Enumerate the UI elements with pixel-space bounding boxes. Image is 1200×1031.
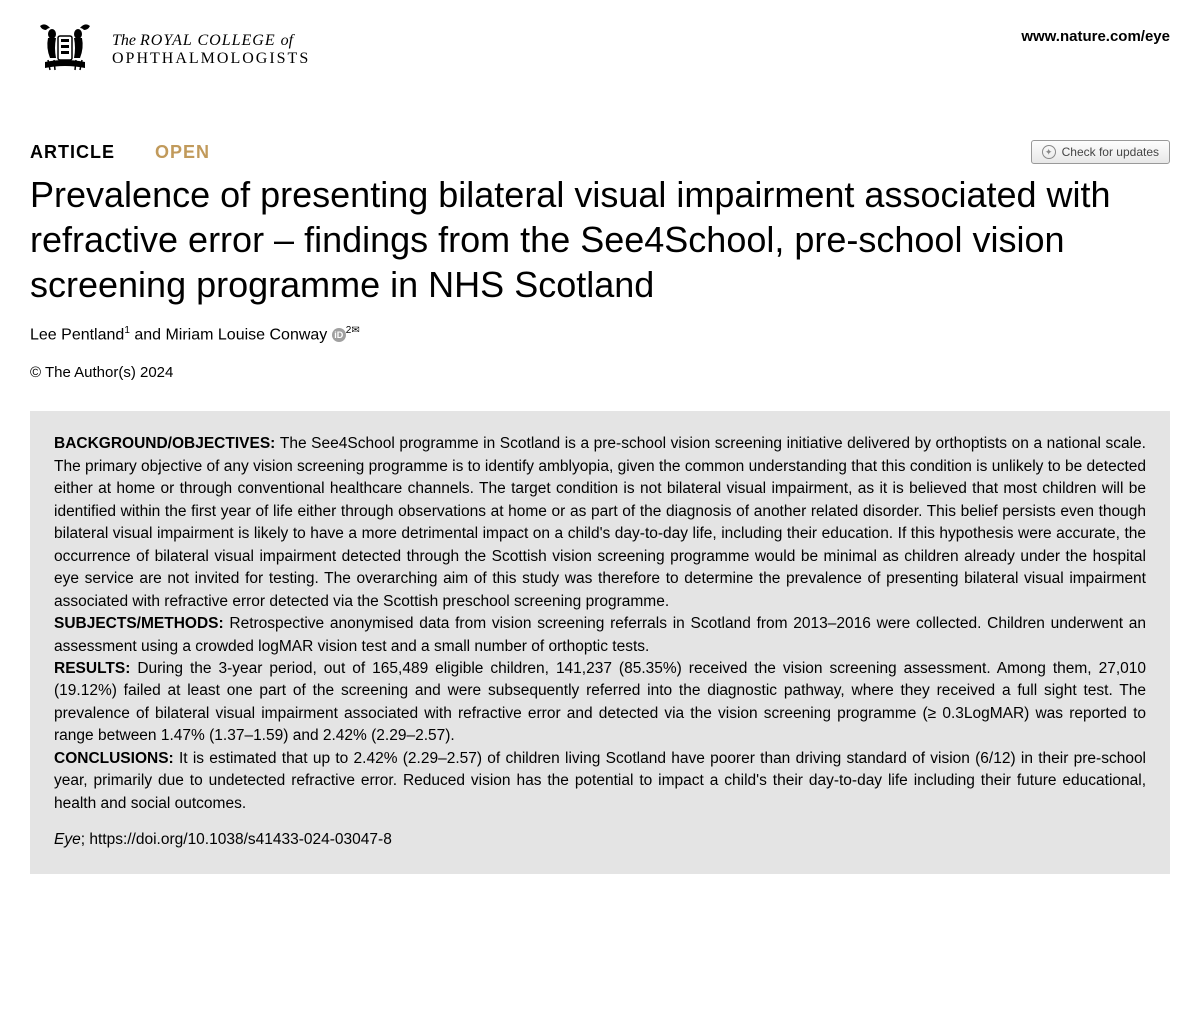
publisher-name: The ROYAL COLLEGE of OPHTHALMOLOGISTS: [112, 32, 310, 67]
author-separator: and: [130, 326, 166, 343]
article-type-label: ARTICLE: [30, 142, 115, 163]
article-title: Prevalence of presenting bilateral visua…: [30, 172, 1170, 307]
crossmark-icon: ✦: [1042, 145, 1056, 159]
open-access-label: OPEN: [155, 142, 210, 163]
abstract-box: BACKGROUND/OBJECTIVES: The See4School pr…: [30, 411, 1170, 873]
citation-line: Eye; https://doi.org/10.1038/s41433-024-…: [54, 829, 1146, 851]
doi-link[interactable]: https://doi.org/10.1038/s41433-024-03047…: [89, 831, 391, 848]
logo-text-line2: OPHTHALMOLOGISTS: [112, 50, 310, 68]
abstract-paragraph: BACKGROUND/OBJECTIVES: The See4School pr…: [54, 433, 1146, 815]
logo-text-main: ROYAL COLLEGE: [140, 32, 281, 49]
corresponding-author-icon[interactable]: ✉: [351, 325, 359, 336]
author-2-name[interactable]: Miriam Louise Conway: [165, 326, 327, 343]
results-text: During the 3-year period, out of 165,489…: [54, 660, 1146, 744]
heraldic-emblem-icon: [30, 20, 100, 80]
page-header: The ROYAL COLLEGE of OPHTHALMOLOGISTS ww…: [30, 20, 1170, 80]
conclusions-label: CONCLUSIONS:: [54, 750, 179, 767]
check-updates-label: Check for updates: [1062, 145, 1159, 159]
logo-text-suffix: of: [281, 32, 293, 49]
author-list: Lee Pentland1 and Miriam Louise Conway i…: [30, 325, 1170, 344]
publisher-logo: The ROYAL COLLEGE of OPHTHALMOLOGISTS: [30, 20, 310, 80]
journal-name: Eye: [54, 831, 81, 848]
background-label: BACKGROUND/OBJECTIVES:: [54, 435, 280, 452]
site-url[interactable]: www.nature.com/eye: [1021, 28, 1170, 45]
results-label: RESULTS:: [54, 660, 137, 677]
copyright-line: © The Author(s) 2024: [30, 364, 1170, 381]
check-updates-button[interactable]: ✦ Check for updates: [1031, 140, 1170, 164]
logo-text-prefix: The: [112, 32, 140, 49]
label-group: ARTICLE OPEN: [30, 142, 210, 163]
article-label-row: ARTICLE OPEN ✦ Check for updates: [30, 140, 1170, 164]
orcid-icon[interactable]: iD: [332, 328, 346, 342]
background-text: The See4School programme in Scotland is …: [54, 435, 1146, 609]
author-1-name[interactable]: Lee Pentland: [30, 326, 124, 343]
conclusions-text: It is estimated that up to 2.42% (2.29–2…: [54, 750, 1146, 812]
subjects-label: SUBJECTS/METHODS:: [54, 615, 229, 632]
